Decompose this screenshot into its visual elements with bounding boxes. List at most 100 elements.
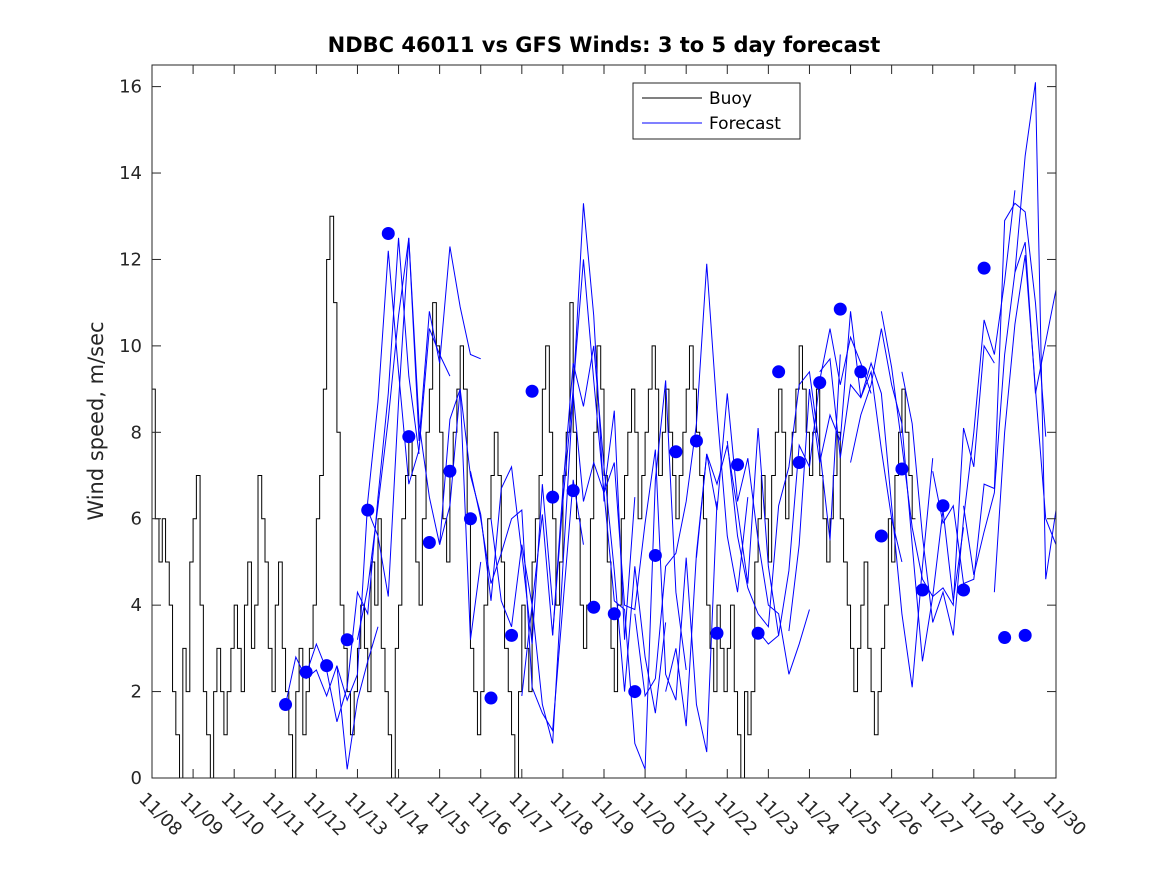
forecast-marker: [443, 464, 457, 478]
buoy-series-line: [152, 215, 916, 779]
x-tick-label: 11/17: [504, 789, 556, 841]
legend-forecast-label: Forecast: [709, 114, 781, 134]
forecast-marker: [648, 548, 662, 562]
y-tick-label: 0: [131, 768, 142, 789]
x-tick-label: 11/22: [710, 789, 762, 841]
forecast-series-line: [993, 255, 1057, 593]
forecast-marker: [422, 535, 436, 549]
y-tick-label: 12: [119, 249, 142, 270]
y-tick-label: 14: [119, 163, 142, 184]
forecast-marker: [998, 631, 1012, 645]
x-tick-label: 11/19: [586, 789, 638, 841]
y-tick-label: 2: [131, 682, 142, 703]
plot-markers: [279, 227, 1032, 712]
forecast-marker: [813, 376, 827, 390]
forecast-marker: [279, 698, 293, 712]
x-tick-label: 11/20: [628, 789, 680, 841]
forecast-marker: [833, 302, 847, 316]
forecast-marker: [587, 600, 601, 614]
x-tick-label: 11/25: [833, 789, 885, 841]
forecast-marker: [854, 365, 868, 379]
forecast-series-line: [305, 237, 420, 722]
forecast-marker: [669, 445, 683, 459]
axis-ticks: 024681012141611/0811/0911/1011/1111/1211…: [119, 65, 1090, 840]
forecast-marker: [895, 462, 909, 476]
x-tick-label: 11/21: [669, 789, 721, 841]
forecast-marker: [402, 430, 416, 444]
x-tick-label: 11/11: [258, 789, 310, 841]
forecast-series-line: [932, 202, 1047, 585]
forecast-marker: [381, 227, 395, 241]
x-tick-label: 11/23: [751, 789, 803, 841]
forecast-series-line: [963, 82, 1057, 580]
forecast-series-line: [665, 427, 780, 727]
forecast-series-line: [439, 389, 554, 645]
x-tick-label: 11/12: [299, 789, 351, 841]
forecast-series-line: [572, 380, 687, 770]
forecast-marker: [340, 633, 354, 647]
forecast-marker: [751, 626, 765, 640]
legend-box: [632, 82, 801, 140]
forecast-marker: [915, 583, 929, 597]
forecast-marker: [628, 685, 642, 699]
forecast-marker: [463, 512, 477, 526]
y-tick-label: 8: [131, 422, 142, 443]
forecast-marker: [361, 503, 375, 517]
x-tick-label: 11/30: [1038, 789, 1090, 841]
forecast-series-line: [603, 449, 718, 753]
x-tick-label: 11/29: [997, 789, 1049, 841]
x-tick-label: 11/28: [956, 789, 1008, 841]
forecast-series-line: [367, 237, 482, 640]
forecast-marker: [525, 384, 539, 398]
forecast-marker: [792, 456, 806, 470]
forecast-marker: [731, 458, 745, 472]
forecast-marker: [607, 607, 621, 621]
y-axis-label: Wind speed, m/sec: [84, 321, 108, 520]
forecast-marker: [505, 628, 519, 642]
x-tick-label: 11/10: [217, 789, 269, 841]
forecast-marker: [874, 529, 888, 543]
forecast-series-line: [695, 393, 810, 675]
y-tick-label: 10: [119, 336, 142, 357]
x-tick-label: 11/26: [874, 789, 926, 841]
forecast-marker: [710, 626, 724, 640]
x-tick-label: 11/16: [463, 789, 515, 841]
forecast-marker: [546, 490, 560, 504]
forecast-series-line: [285, 626, 379, 770]
x-tick-label: 11/18: [545, 789, 597, 841]
x-tick-label: 11/15: [422, 789, 474, 841]
y-tick-label: 6: [131, 509, 142, 530]
forecast-series-line: [819, 357, 934, 688]
forecast-marker: [689, 434, 703, 448]
x-tick-label: 11/27: [915, 789, 967, 841]
forecast-series-line: [880, 311, 995, 607]
forecast-series-line: [490, 203, 605, 744]
x-tick-label: 11/13: [340, 789, 392, 841]
forecast-marker: [566, 484, 580, 498]
forecast-marker: [772, 365, 786, 379]
forecast-marker: [936, 499, 950, 513]
forecast-series-line: [634, 263, 749, 698]
y-tick-label: 16: [119, 77, 142, 98]
y-tick-label: 4: [131, 595, 142, 616]
forecast-marker: [320, 659, 334, 673]
forecast-series-line: [521, 259, 636, 696]
forecast-marker: [299, 665, 313, 679]
forecast-series-line: [788, 311, 903, 632]
legend: Buoy Forecast: [632, 82, 801, 140]
x-tick-label: 11/08: [134, 789, 186, 841]
forecast-series-line: [336, 250, 451, 702]
forecast-marker: [977, 261, 991, 275]
forecast-marker: [1018, 628, 1032, 642]
forecast-series-line: [901, 190, 1016, 636]
plot-lines: [152, 82, 1057, 779]
forecast-series-line: [356, 237, 481, 640]
forecast-marker: [484, 691, 498, 705]
x-tick-label: 11/24: [792, 789, 844, 841]
chart-title: NDBC 46011 vs GFS Winds: 3 to 5 day fore…: [328, 33, 881, 57]
x-tick-label: 11/09: [176, 789, 228, 841]
forecast-series-line: [552, 345, 667, 714]
forecast-marker: [957, 583, 971, 597]
x-tick-label: 11/14: [381, 789, 433, 841]
